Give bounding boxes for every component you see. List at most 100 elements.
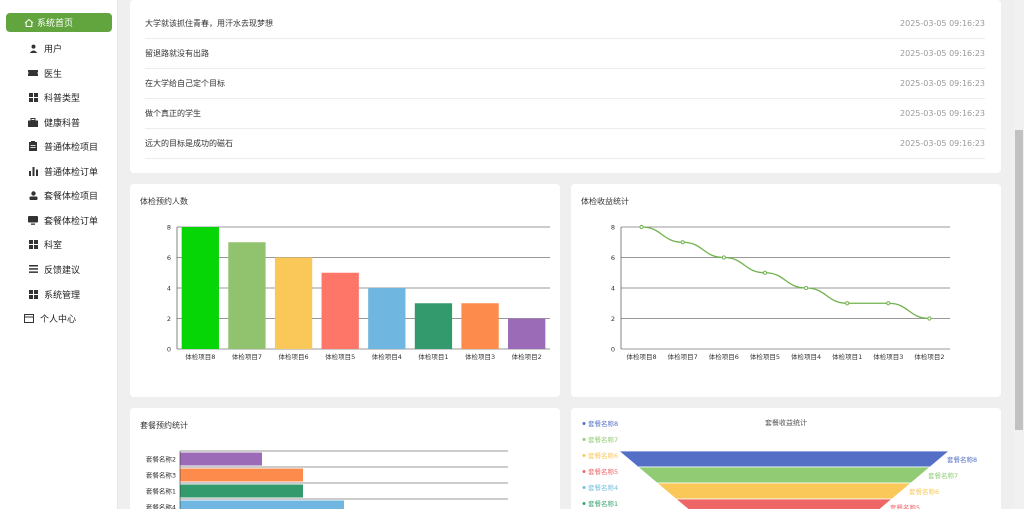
- bar-chart-icon: [28, 166, 38, 176]
- y-tick-label: 2: [611, 315, 615, 323]
- x-tick-label: 体检项目5: [325, 352, 355, 361]
- funnel-label: 套餐名称5: [890, 503, 920, 509]
- x-tick-label: 体检项目8: [626, 352, 656, 361]
- checkup-revenue-line-chart: 0 2 4 6 8 体检项目8 体检项目7 体检项目6 体检项目5 体检项目4 体检项目1 体检项目3…: [611, 224, 950, 361]
- bar: [508, 318, 546, 349]
- data-point: [845, 301, 850, 306]
- list-icon: [28, 264, 38, 274]
- legend-label: 套餐名称6: [588, 451, 618, 460]
- x-tick-label: 体检项目2: [914, 352, 944, 361]
- user-icon: [28, 43, 38, 53]
- sidebar-item-label: 系统管理: [44, 290, 81, 301]
- chart-title: 套餐收益统计: [765, 418, 807, 427]
- briefcase-icon: [28, 117, 38, 127]
- legend-marker: [582, 422, 586, 425]
- grid-icon: [28, 239, 38, 249]
- sidebar-item-label: 科室: [44, 240, 63, 251]
- sidebar-item-package-check-item[interactable]: 套餐体检项目: [0, 184, 118, 206]
- sidebar-item-label: 系统首页: [37, 19, 74, 29]
- y-tick-label: 套餐名称1: [146, 487, 176, 496]
- sidebar-item-science-type[interactable]: 科普类型: [0, 86, 118, 108]
- data-point: [886, 301, 891, 306]
- monitor-icon: [28, 215, 38, 225]
- sidebar-item-doctor[interactable]: 医生: [0, 62, 118, 84]
- sidebar-item-personal-center[interactable]: 个人中心: [0, 307, 118, 329]
- checkup-revenue-panel: 体检收益统计 0 2 4 6 8 体检项目8 体检项目7 体检项目6 体检项目5 体检项目4 体检项…: [571, 184, 1001, 397]
- sidebar-item-users[interactable]: 用户: [0, 37, 118, 59]
- legend-marker: [582, 486, 586, 489]
- sidebar-item-label: 套餐体检项目: [44, 191, 99, 202]
- bar: [414, 303, 453, 349]
- legend-label: 套餐名称7: [588, 435, 618, 444]
- sidebar-item-package-check-order[interactable]: 套餐体检订单: [0, 209, 118, 231]
- data-point: [803, 285, 809, 291]
- sidebar-item-normal-check-order[interactable]: 普通体检订单: [0, 160, 118, 182]
- sidebar-item-feedback[interactable]: 反馈建议: [0, 258, 118, 280]
- bar: [368, 288, 406, 349]
- clipboard-icon: [28, 141, 38, 151]
- list-item[interactable]: 远大的目标是成功的磁石 2025-03-05 09:16:23: [145, 129, 985, 159]
- list-item[interactable]: 做个真正的学生 2025-03-05 09:16:23: [145, 99, 985, 129]
- y-tick-label: 6: [611, 254, 615, 262]
- sidebar-item-normal-check-item[interactable]: 普通体检项目: [0, 135, 118, 157]
- list-item[interactable]: 在大学给自己定个目标 2025-03-05 09:16:23: [145, 69, 985, 99]
- message-time: 2025-03-05 09:16:23: [900, 19, 985, 28]
- sidebar-item-label: 个人中心: [40, 314, 77, 325]
- card-icon: [24, 313, 34, 323]
- funnel-label: 套餐名称6: [909, 487, 939, 496]
- y-tick-label: 2: [167, 315, 171, 323]
- bar: [274, 257, 313, 349]
- page-scrollbar[interactable]: [1014, 0, 1024, 509]
- data-point: [927, 316, 932, 321]
- y-tick-label: 0: [611, 346, 615, 354]
- checkup-appointment-bar-chart: 0 2 4 6 8 体检项目8 体检项目7 体检项目6 体检项目5 体检项目4 体检项目1 体检项目3…: [167, 224, 550, 361]
- x-tick-label: 体检项目3: [465, 352, 495, 361]
- list-item[interactable]: 大学就该抓住青春，用汗水去现梦想 2025-03-05 09:16:23: [145, 9, 985, 39]
- ticket-icon: [28, 68, 38, 78]
- sidebar-item-label: 套餐体检订单: [44, 216, 99, 227]
- y-tick-label: 8: [167, 224, 171, 232]
- x-tick-label: 体检项目6: [709, 352, 739, 361]
- sidebar-item-label: 科普类型: [44, 93, 81, 104]
- y-tick-label: 0: [167, 346, 171, 354]
- y-tick-label: 8: [611, 224, 615, 232]
- message-text: 大学就该抓住青春，用汗水去现梦想: [145, 19, 273, 28]
- bar: [180, 500, 344, 509]
- x-tick-label: 体检项目8: [185, 352, 215, 361]
- y-tick-label: 4: [611, 285, 615, 293]
- legend-marker: [582, 454, 586, 457]
- funnel-stage: [655, 482, 913, 500]
- message-time: 2025-03-05 09:16:23: [900, 79, 985, 88]
- sidebar-item-label: 普通体检项目: [44, 142, 99, 153]
- bar: [180, 452, 262, 466]
- sidebar-item-label: 健康科普: [44, 118, 81, 129]
- list-item[interactable]: 留退路就没有出路 2025-03-05 09:16:23: [145, 39, 985, 69]
- sidebar-item-label: 用户: [44, 44, 63, 55]
- x-tick-label: 体检项目1: [832, 352, 862, 361]
- funnel-label: 套餐名称7: [928, 471, 958, 480]
- person-icon: [28, 190, 38, 200]
- sidebar-item-system-management[interactable]: 系统管理: [0, 283, 118, 305]
- y-tick-label: 套餐名称2: [146, 455, 176, 464]
- sidebar-item-home[interactable]: 系统首页: [6, 13, 112, 32]
- sidebar-item-label: 反馈建议: [44, 265, 81, 276]
- bar: [180, 468, 303, 482]
- sidebar-item-health-science[interactable]: 健康科普: [0, 111, 118, 133]
- sidebar-item-department[interactable]: 科室: [0, 233, 118, 255]
- chart-title: 体检预约人数: [140, 197, 188, 206]
- grid-icon: [28, 92, 38, 102]
- legend-marker: [582, 438, 586, 441]
- y-tick-label: 6: [167, 254, 171, 262]
- x-tick-label: 体检项目2: [512, 352, 542, 361]
- x-tick-label: 体检项目1: [418, 352, 448, 361]
- legend-label: 套餐名称5: [588, 467, 618, 476]
- grid-icon: [28, 289, 38, 299]
- message-time: 2025-03-05 09:16:23: [900, 139, 985, 148]
- message-time: 2025-03-05 09:16:23: [900, 49, 985, 58]
- scrollbar-thumb[interactable]: [1015, 130, 1023, 430]
- x-tick-label: 体检项目6: [278, 352, 308, 361]
- bar: [180, 484, 303, 498]
- data-point: [721, 255, 726, 260]
- series-line: [641, 226, 930, 320]
- data-point: [639, 224, 644, 230]
